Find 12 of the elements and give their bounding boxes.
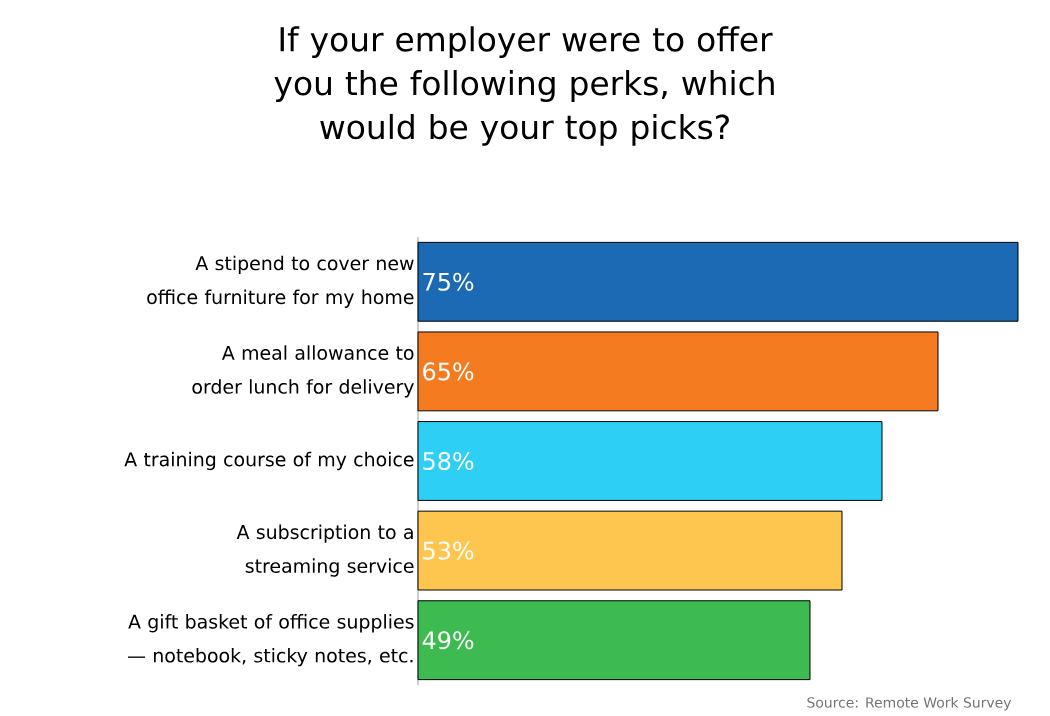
data-label: 58% (423, 451, 474, 471)
data-label: 49% (422, 631, 474, 650)
source-note: Source: Remote Work Survey (807, 696, 1012, 711)
y-tick-label: A gift basket of office supplies — notebook, sticky notes, etc. (127, 614, 414, 667)
y-tick-label: A stipend to cover new office furniture for my home (147, 255, 414, 308)
chart-title: If your employer were to offer you the following perks, which would be your top picks? (274, 26, 774, 146)
y-tick-label: A training course of my choice (124, 451, 414, 471)
y-tick-label: A subscription to a streaming service (236, 524, 414, 577)
data-label: 65% (423, 362, 474, 381)
data-label: 75% (423, 272, 474, 291)
y-tick-label: A meal allowance to order lunch for delivery (192, 345, 414, 398)
data-label: 53% (423, 541, 474, 560)
